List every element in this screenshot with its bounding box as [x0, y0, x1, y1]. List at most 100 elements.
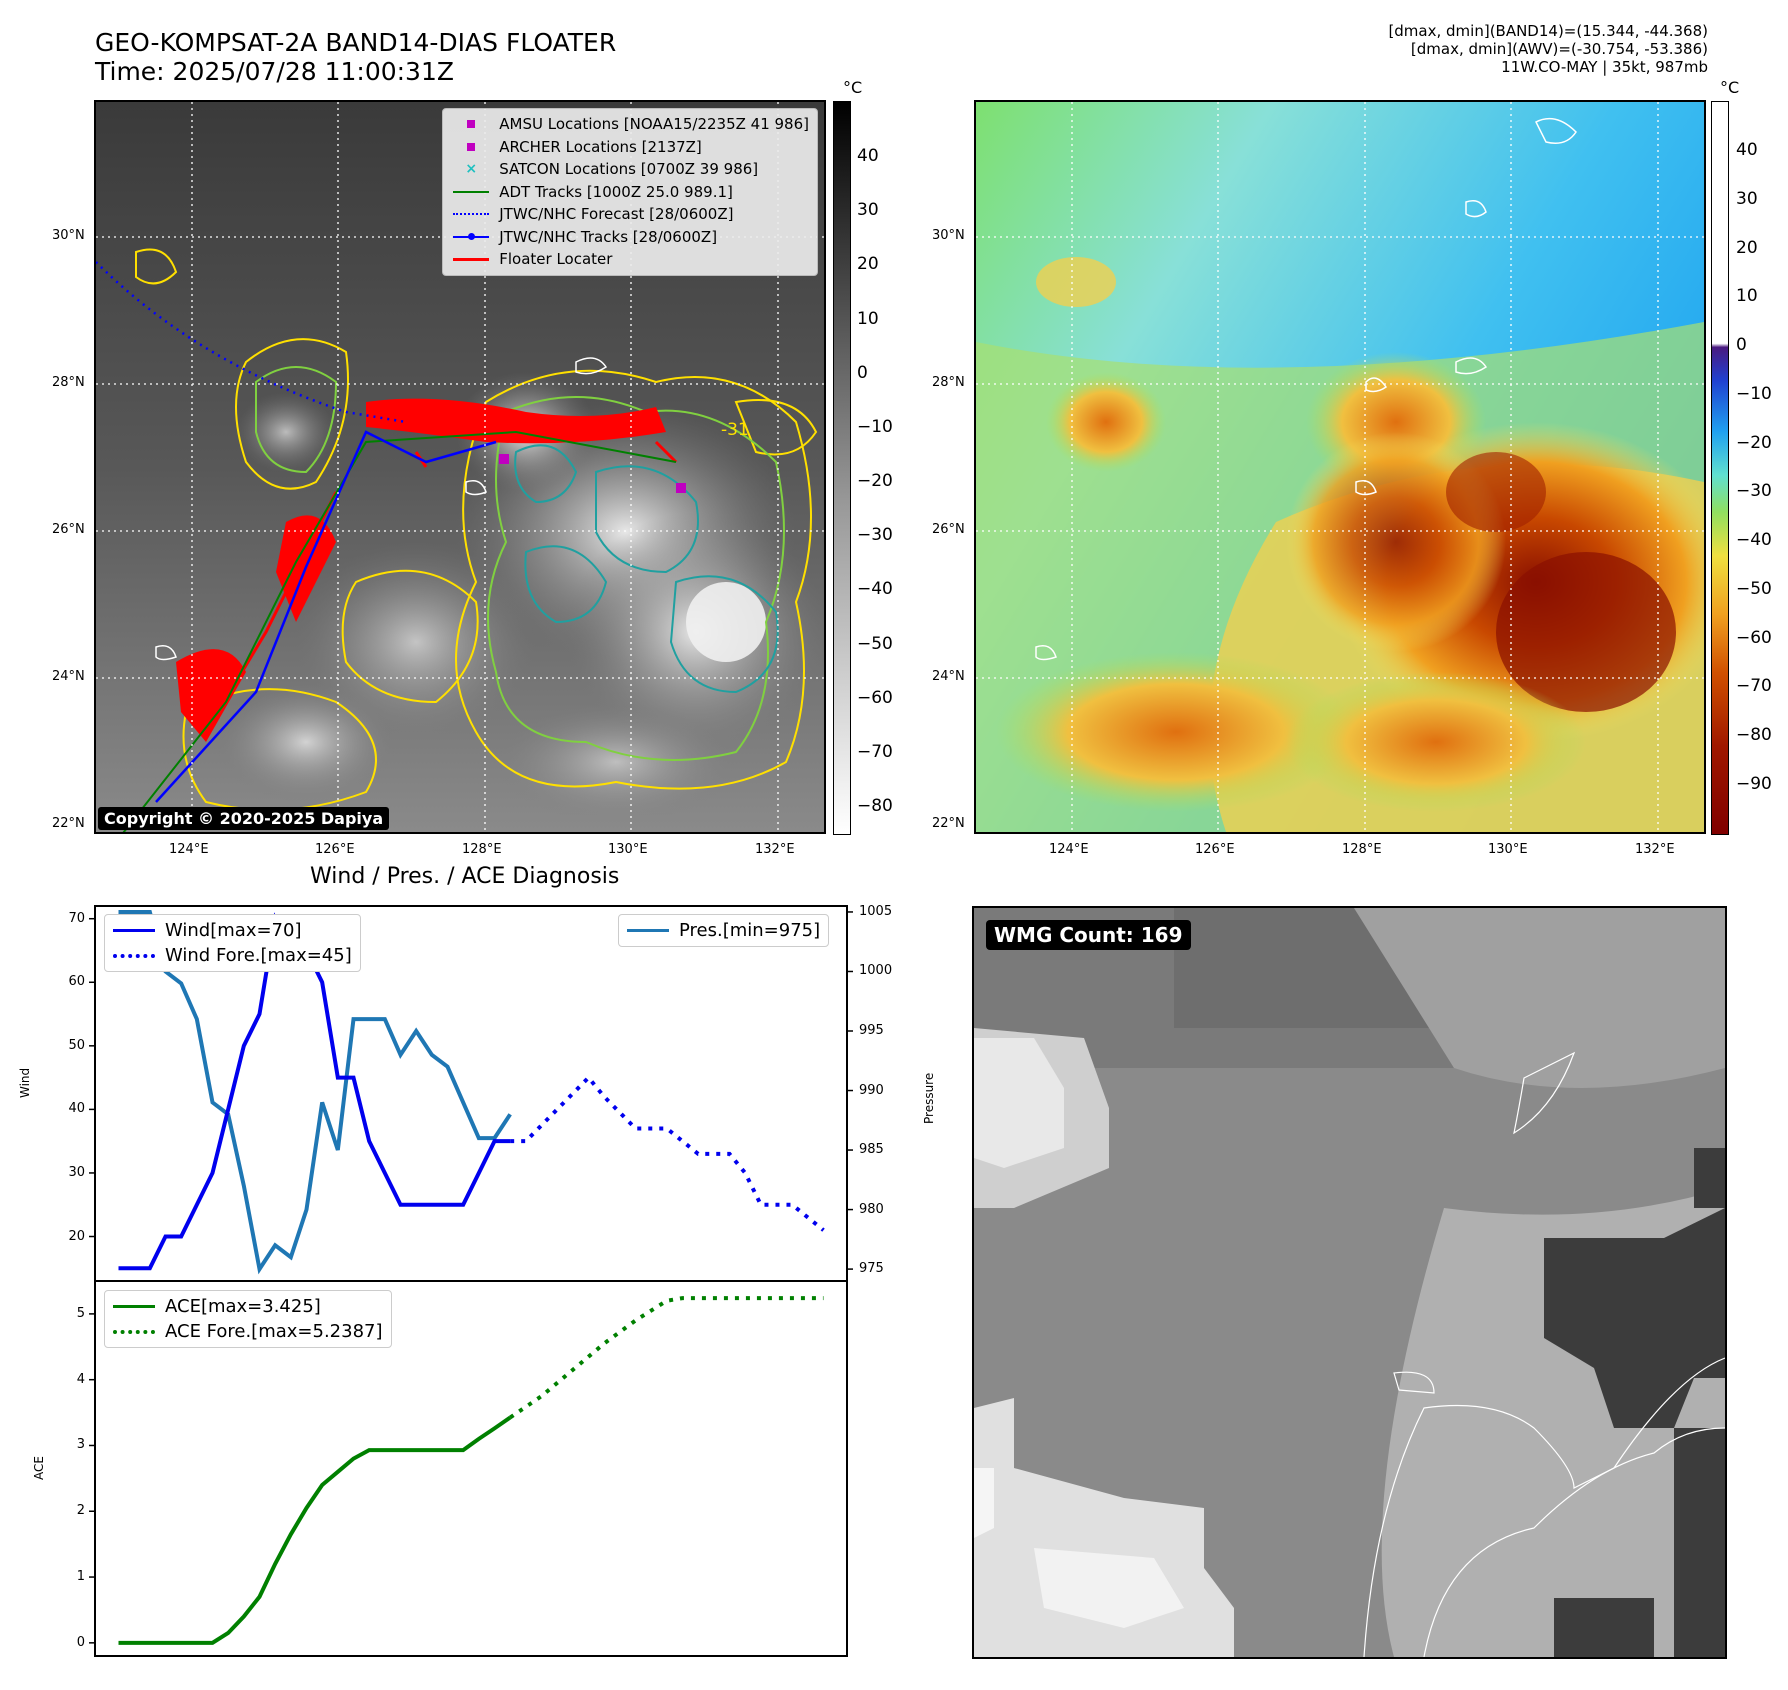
colorbar-tick: −30 — [857, 525, 893, 546]
pressure-tick-label: 990 — [859, 1082, 884, 1098]
awv-colorbar — [1711, 101, 1729, 835]
awv-lon-label-126: 126°E — [1195, 842, 1235, 857]
satellite-title: GEO-KOMPSAT-2A BAND14-DIAS FLOATER — [95, 28, 617, 57]
awv-lat-label-24: 24°N — [932, 669, 965, 684]
legend-ace: ACE[max=3.425] — [113, 1294, 383, 1319]
lon-label-126: 126°E — [315, 842, 355, 857]
archer-marker — [676, 483, 686, 493]
copyright-label: Copyright © 2020-2025 Dapiya — [98, 807, 390, 830]
dotted-line-icon — [113, 953, 155, 958]
awv-imagery — [976, 102, 1704, 832]
ace-axis-label: ACE — [32, 1456, 46, 1480]
wmg-count-label: WMG Count: 169 — [986, 920, 1191, 950]
legend-jtwc-forecast: JTWC/NHC Forecast [28/0600Z] — [451, 203, 809, 226]
band14-colorbar-unit: °C — [843, 78, 863, 97]
colorbar-tick: −70 — [857, 741, 893, 762]
wind-tick-label: 20 — [68, 1228, 85, 1244]
colorbar-tick: 10 — [857, 308, 879, 329]
awv-map — [974, 100, 1706, 834]
colorbar-tick: −80 — [857, 796, 893, 816]
colorbar-tick: −10 — [1736, 383, 1772, 404]
lon-label-130: 130°E — [608, 842, 648, 857]
legend-wind-fore: Wind Fore.[max=45] — [113, 943, 352, 968]
colorbar-tick: 30 — [857, 200, 879, 221]
colorbar-tick: −60 — [1736, 627, 1772, 648]
colorbar-tick: 20 — [857, 254, 879, 275]
awv-lat-label-22: 22°N — [932, 816, 965, 831]
dotted-line-icon — [113, 1329, 155, 1334]
ace-plot-frame — [94, 1280, 848, 1657]
lat-label-30: 30°N — [52, 228, 85, 243]
ace-tick-label: 0 — [76, 1634, 85, 1650]
legend-jtwc-tracks: JTWC/NHC Tracks [28/0600Z] — [451, 226, 809, 249]
awv-colorbar-unit: °C — [1720, 78, 1740, 97]
legend-archer: ARCHER Locations [2137Z] — [451, 136, 809, 159]
awv-lat-label-28: 28°N — [932, 375, 965, 390]
colorbar-tick: −80 — [1736, 725, 1772, 746]
jtwc-track — [155, 430, 497, 803]
pressure-tick-label: 1000 — [859, 963, 893, 979]
line-icon — [453, 257, 490, 261]
line-icon — [627, 929, 669, 932]
ace-tick-label: 2 — [76, 1503, 85, 1519]
lat-label-28: 28°N — [52, 375, 85, 390]
colorbar-tick: −20 — [1736, 432, 1772, 453]
colorbar-tick: −50 — [1736, 578, 1772, 599]
ace-series-line — [118, 1415, 512, 1645]
band14-range: [dmax, dmin](BAND14)=(15.344, -44.368) — [1388, 22, 1708, 40]
dot-line-icon — [453, 232, 490, 240]
lat-label-24: 24°N — [52, 669, 85, 684]
legend-wind: Wind[max=70] — [113, 918, 352, 943]
lat-label-26: 26°N — [52, 522, 85, 537]
colorbar-tick: 40 — [857, 146, 879, 166]
colorbar-tick: −10 — [857, 416, 893, 437]
colorbar-tick: −60 — [857, 687, 893, 708]
awv-lon-label-130: 130°E — [1488, 842, 1528, 857]
x-icon: × — [465, 161, 478, 178]
track-legend: AMSU Locations [NOAA15/2235Z 41 986] ARC… — [442, 108, 818, 276]
colorbar-tick: 0 — [857, 362, 868, 383]
legend-pressure: Pres.[min=975] — [627, 918, 820, 943]
pressure-tick-label: 1005 — [859, 903, 893, 919]
time-title: Time: 2025/07/28 11:00:31Z — [95, 57, 454, 86]
pressure-series-line — [118, 909, 512, 1275]
colorbar-tick: −30 — [1736, 481, 1772, 502]
line-icon — [453, 190, 490, 193]
adt-track — [122, 430, 677, 832]
pressure-axis-label: Pressure — [922, 1072, 936, 1124]
ace-tick-label: 3 — [76, 1437, 85, 1453]
awv-lon-label-132: 132°E — [1635, 842, 1675, 857]
line-icon — [113, 1305, 155, 1308]
colorbar-tick: −40 — [1736, 530, 1772, 551]
square-icon — [467, 142, 476, 151]
stats-header: [dmax, dmin](BAND14)=(15.344, -44.368) [… — [1388, 22, 1708, 76]
contour-label: -31 — [721, 420, 749, 440]
lon-label-128: 128°E — [462, 842, 502, 857]
wind-tick-label: 30 — [68, 1164, 85, 1180]
awv-lon-label-128: 128°E — [1342, 842, 1382, 857]
band14-map: AMSU Locations [NOAA15/2235Z 41 986] ARC… — [94, 100, 826, 834]
awv-lat-label-26: 26°N — [932, 522, 965, 537]
ace-tick-label: 5 — [76, 1305, 85, 1321]
colorbar-tick: −40 — [857, 579, 893, 600]
wind-axis-label: Wind — [18, 1067, 32, 1098]
awv-range: [dmax, dmin](AWV)=(-30.754, -53.386) — [1410, 40, 1708, 58]
colorbar-tick: 0 — [1736, 335, 1747, 356]
colorbar-tick: −20 — [857, 471, 893, 491]
awv-lat-label-30: 30°N — [932, 228, 965, 243]
wmg-imagery — [974, 908, 1725, 1657]
wind-tick-label: 50 — [68, 1037, 85, 1053]
ace-forecast-series-line — [509, 1296, 824, 1420]
legend-satcon: × SATCON Locations [0700Z 39 986] — [451, 158, 809, 181]
band14-colorbar — [833, 101, 851, 835]
amsu-marker — [499, 454, 509, 464]
pressure-legend: Pres.[min=975] — [618, 914, 830, 947]
legend-amsu: AMSU Locations [NOAA15/2235Z 41 986] — [451, 113, 809, 136]
pressure-tick-label: 985 — [859, 1142, 884, 1158]
awv-lat-gridlines — [976, 236, 1704, 679]
line-icon — [113, 929, 155, 932]
awv-lon-gridlines — [1071, 102, 1659, 832]
wind-tick-label: 70 — [68, 910, 85, 926]
lon-label-132: 132°E — [755, 842, 795, 857]
colorbar-tick: 40 — [1736, 140, 1758, 160]
